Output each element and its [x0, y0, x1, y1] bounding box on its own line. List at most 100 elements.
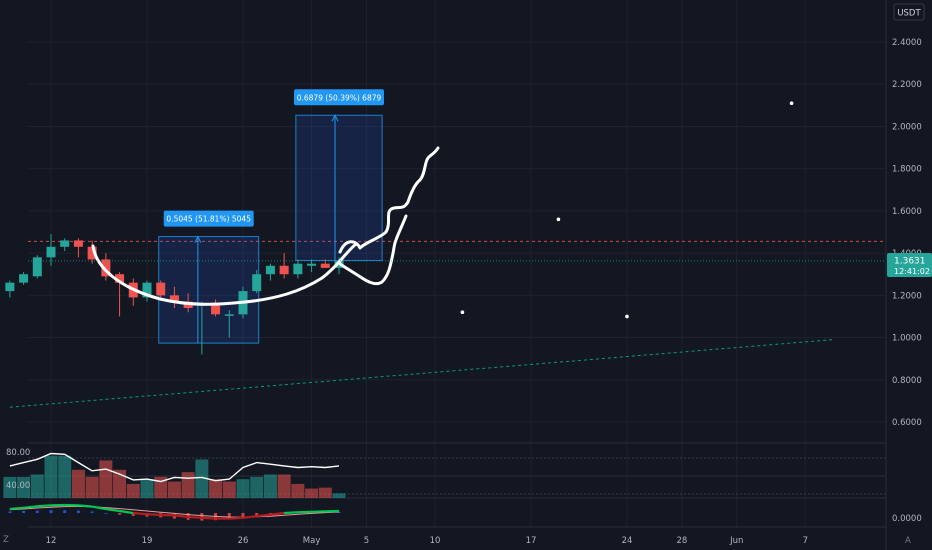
volume-bar: [113, 469, 127, 498]
currency-badge[interactable]: USDT: [893, 3, 925, 21]
time-tick-label: 5: [364, 536, 369, 546]
macd-histogram-bar: [90, 511, 94, 513]
candle-body: [101, 259, 111, 277]
cup-drawing[interactable]: [91, 242, 358, 306]
last-price-tag: 1.3631 12:41:02: [887, 253, 932, 277]
currency-label: USDT: [897, 9, 921, 19]
time-tick-label: Jun: [729, 536, 743, 546]
measure-label: 0.5045 (51.81%) 5045: [163, 210, 254, 227]
macd-line-segment: [256, 513, 271, 518]
candle-body: [169, 295, 179, 302]
candle-body: [279, 265, 289, 275]
volume-bar: [99, 460, 113, 498]
macd-histogram-bar: [63, 510, 67, 513]
candle-body: [293, 263, 303, 275]
volume-bar: [332, 493, 346, 498]
macd-histogram-bar: [118, 513, 122, 515]
macd-histogram-bar: [35, 510, 39, 513]
macd-line-segment: [242, 515, 257, 519]
candle[interactable]: [60, 238, 70, 251]
freehand-drawings[interactable]: [91, 146, 440, 306]
candle[interactable]: [211, 299, 221, 317]
price-tick-label: 1.6000: [892, 207, 922, 217]
price-tick-label: 2.4000: [892, 38, 922, 48]
timezone-button[interactable]: Z: [3, 535, 9, 545]
oscillator-panel[interactable]: [3, 452, 886, 499]
time-axis[interactable]: 12 19 26 May 5 10 17 24 28 Jun 7: [46, 536, 808, 546]
projection-dot: [460, 310, 465, 315]
auto-scale-button[interactable]: A: [905, 536, 911, 546]
candle[interactable]: [101, 253, 111, 281]
macd-histogram-bar: [255, 513, 259, 517]
measure-range[interactable]: [158, 236, 260, 344]
measure-range[interactable]: [295, 114, 383, 261]
candle[interactable]: [252, 270, 262, 294]
price-tick-label: 2.2000: [892, 80, 922, 90]
candle-body: [320, 263, 330, 268]
candle[interactable]: [115, 272, 125, 317]
projection-dot: [556, 217, 561, 222]
volume-bar: [126, 483, 140, 498]
macd-line-segment: [146, 513, 161, 517]
volume-bar: [263, 474, 277, 498]
macd-line-segment: [188, 515, 202, 519]
time-tick-label: 10: [430, 536, 441, 546]
breakout-drawing[interactable]: [338, 146, 440, 254]
macd-line-segment: [119, 509, 134, 515]
candle[interactable]: [46, 234, 56, 266]
candle[interactable]: [142, 280, 152, 302]
price-tick-label: 0.8000: [892, 376, 922, 386]
macd-histogram-bar: [49, 510, 53, 513]
price-tick-label: 1.2000: [892, 291, 922, 301]
time-tick-label: 26: [238, 536, 249, 546]
macd-line-segment: [174, 514, 189, 519]
measure-label-bg: [294, 89, 384, 106]
price-tick-label: 0.6000: [892, 418, 922, 428]
candle[interactable]: [5, 280, 15, 298]
candle[interactable]: [279, 253, 289, 279]
volume-bar: [181, 472, 195, 498]
time-tick-label: 7: [803, 536, 808, 546]
candle[interactable]: [32, 255, 42, 279]
drawn-levels[interactable]: [9, 240, 886, 408]
volume-bar: [222, 481, 236, 498]
macd-line-segment: [23, 505, 38, 509]
volume-bar: [195, 459, 209, 498]
candle[interactable]: [293, 259, 303, 279]
price-tick-label: 1.8000: [892, 165, 922, 175]
macd-zero-label: 0.0000: [892, 514, 922, 524]
macd-panel[interactable]: [8, 503, 341, 521]
candle[interactable]: [307, 259, 317, 273]
last-price-value: 1.3631: [894, 257, 926, 267]
candle[interactable]: [87, 240, 97, 264]
candle-body: [115, 274, 125, 283]
measure-box[interactable]: 0.6879 (50.39%) 6879: [294, 89, 384, 261]
volume-bar: [305, 488, 319, 498]
volume-bar: [140, 479, 154, 498]
volume-bar: [44, 455, 58, 498]
candle[interactable]: [224, 310, 234, 338]
macd-line-segment: [284, 511, 298, 515]
candle[interactable]: [156, 280, 166, 300]
projection-dot: [625, 314, 629, 319]
candle[interactable]: [169, 286, 179, 308]
measure-box[interactable]: 0.5045 (51.81%) 5045: [158, 210, 260, 344]
candle-body: [224, 314, 234, 316]
candle-body: [60, 240, 70, 247]
time-tick-label: 24: [622, 536, 633, 546]
measure-tools[interactable]: 0.5045 (51.81%) 5045 0.6879 (50.39%) 6879: [158, 89, 384, 344]
volume-bar: [154, 476, 168, 498]
price-tick-label: 2.0000: [892, 122, 922, 132]
measure-label: 0.6879 (50.39%) 6879: [294, 89, 384, 106]
candle[interactable]: [73, 238, 83, 258]
pullback-drawing[interactable]: [338, 214, 408, 286]
candle[interactable]: [19, 272, 29, 285]
candle[interactable]: [265, 263, 275, 281]
candle-body: [307, 263, 317, 266]
volume-bar: [291, 483, 305, 498]
macd-line-segment: [78, 504, 93, 508]
macd-histogram-bar: [227, 513, 231, 520]
macd-line-segment: [37, 504, 52, 508]
